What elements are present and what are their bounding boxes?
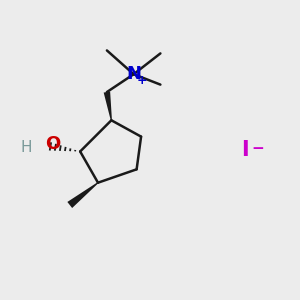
Text: −: −: [251, 141, 264, 156]
Text: I: I: [241, 140, 249, 160]
Text: H: H: [21, 140, 32, 155]
Polygon shape: [68, 182, 98, 208]
Text: N: N: [126, 65, 141, 83]
Text: +: +: [137, 74, 147, 87]
Polygon shape: [104, 92, 112, 120]
Text: O: O: [45, 135, 60, 153]
